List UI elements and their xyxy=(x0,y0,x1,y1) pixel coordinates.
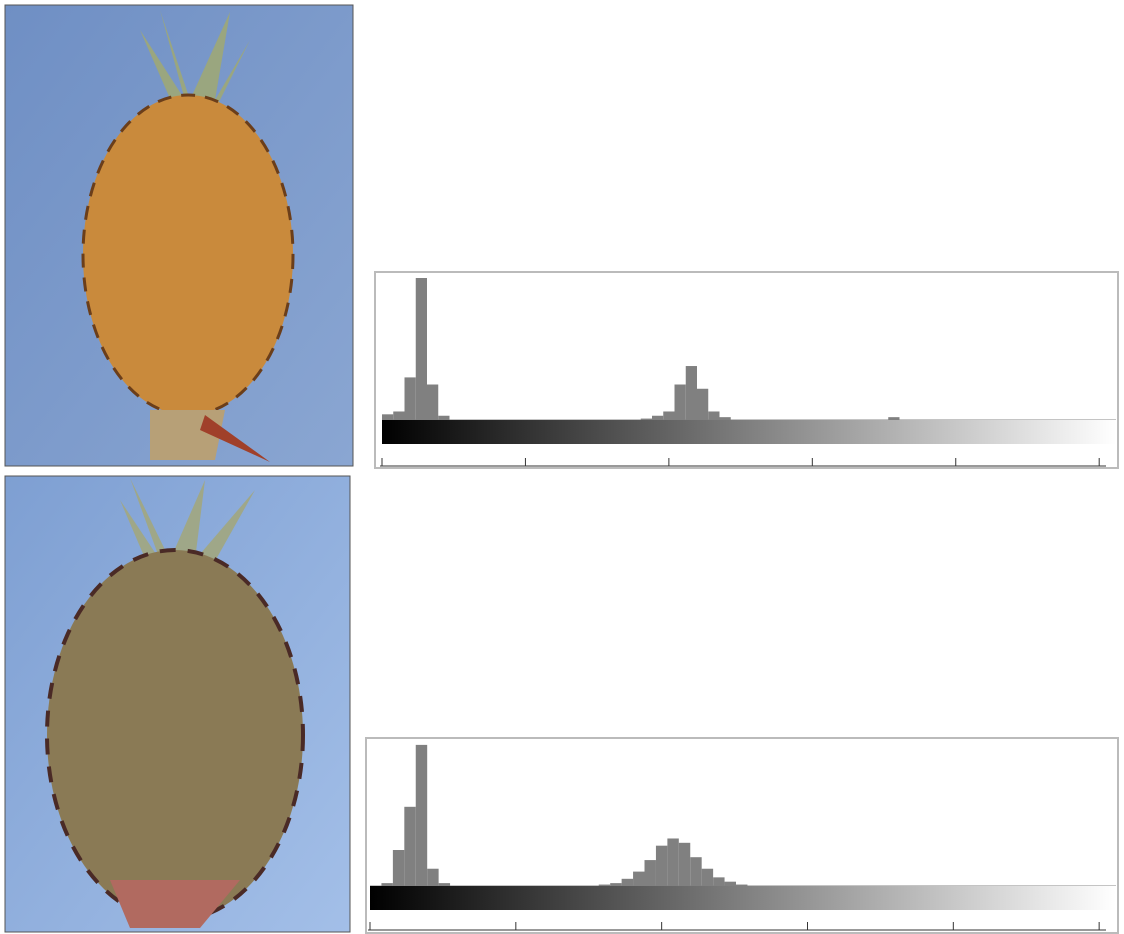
bar xyxy=(640,418,652,420)
bar xyxy=(678,842,691,886)
bar xyxy=(392,850,405,886)
bar xyxy=(633,871,645,886)
bar xyxy=(598,884,611,886)
bar xyxy=(719,417,731,420)
bar xyxy=(652,415,664,420)
bar xyxy=(621,878,634,886)
bar xyxy=(724,881,736,886)
bar xyxy=(415,278,427,420)
photo-ripe xyxy=(4,4,354,467)
bar xyxy=(655,845,668,886)
bar xyxy=(674,384,686,420)
bar xyxy=(663,411,675,420)
bar xyxy=(685,366,697,420)
bar xyxy=(404,377,416,420)
bar xyxy=(382,414,394,420)
bar xyxy=(888,417,900,420)
bar xyxy=(690,857,702,886)
bar xyxy=(701,868,714,886)
bar xyxy=(438,415,450,420)
bar xyxy=(697,388,709,420)
gray-ramp xyxy=(370,886,1116,910)
bar xyxy=(736,884,748,886)
bar xyxy=(713,877,725,886)
bar xyxy=(381,883,393,886)
bar xyxy=(438,883,451,886)
photo-unripe xyxy=(4,475,351,933)
bar xyxy=(644,860,656,886)
bar xyxy=(427,384,439,420)
bar xyxy=(708,411,720,420)
bar xyxy=(610,883,622,886)
bar xyxy=(404,806,416,886)
bar xyxy=(667,838,679,886)
bar xyxy=(427,868,439,886)
bar xyxy=(415,744,428,886)
bar xyxy=(393,411,405,420)
gray-ramp xyxy=(382,420,1116,444)
